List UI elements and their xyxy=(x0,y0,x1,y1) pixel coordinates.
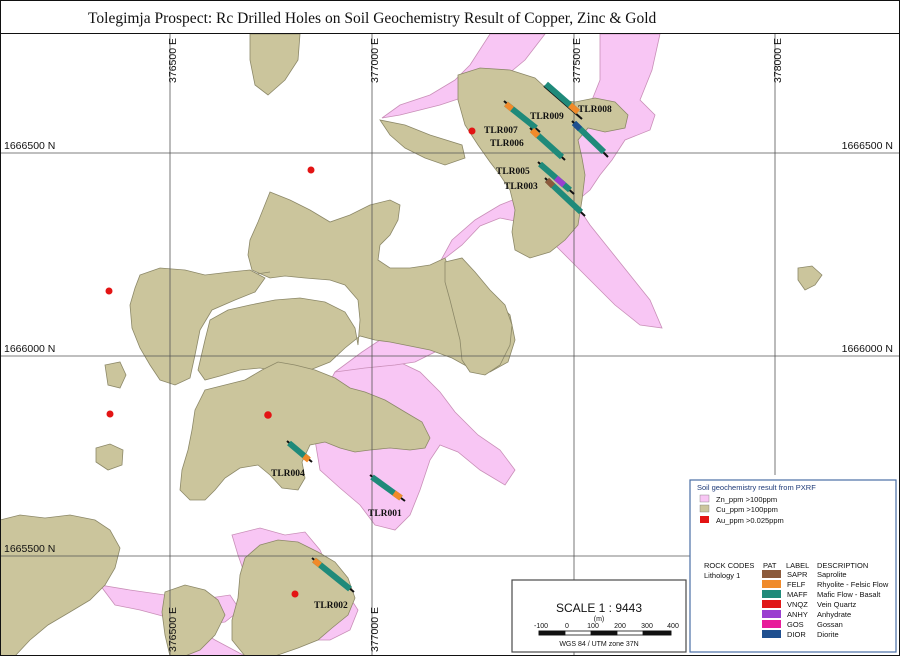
legend: Soil geochemistry result from PXRF Zn_pp… xyxy=(689,479,897,653)
label-tlr001: TLR001 xyxy=(368,509,402,519)
rock-label-anhy: ANHY xyxy=(787,610,808,619)
scale-tick: 300 xyxy=(641,623,653,630)
title-bar xyxy=(0,0,900,34)
drill-hole-tlr008 xyxy=(543,81,583,120)
scale-bar xyxy=(538,630,672,636)
rock-label-felf: FELF xyxy=(787,580,806,589)
rock-codes-col-label: LABEL xyxy=(786,561,809,570)
drill-hole-tlr002 xyxy=(311,557,355,593)
drill-hole-tlr004 xyxy=(286,440,313,463)
rock-desc-sapr: Saprolite xyxy=(817,570,847,579)
rock-label-vnqz: VNQZ xyxy=(787,600,808,609)
scale-tick: 0 xyxy=(565,623,569,630)
rock-swatch-maff xyxy=(762,590,781,598)
drill-hole-traces xyxy=(286,81,609,593)
label-tlr004: TLR004 xyxy=(271,469,305,479)
rock-swatch-vnqz xyxy=(762,600,781,608)
drill-hole-tlr009 xyxy=(571,120,609,158)
legend-title: Soil geochemistry result from PXRF xyxy=(697,483,816,492)
rock-label-dior: DIOR xyxy=(787,630,806,639)
label-tlr007: TLR007 xyxy=(484,126,518,136)
rock-desc-anhy: Anhydrate xyxy=(817,610,851,619)
scale-tick: 100 xyxy=(587,623,599,630)
scale-tick: 400 xyxy=(667,623,679,630)
northing-left-1666500: 1666500 N xyxy=(4,140,55,152)
northing-right-1666500: 1666500 N xyxy=(842,140,893,152)
rock-codes-col-pat: PAT xyxy=(763,561,777,570)
label-tlr006: TLR006 xyxy=(490,139,524,149)
drill-hole-tlr005 xyxy=(537,161,575,195)
rock-codes-col-desc: DESCRIPTION xyxy=(817,561,868,570)
rock-desc-maff: Mafic Flow - Basalt xyxy=(817,590,881,599)
legend-label-cu: Cu_ppm >100ppm xyxy=(716,505,778,514)
rock-swatch-gos xyxy=(762,620,781,628)
scale-box: SCALE 1 : 9443 (m) -100 0 100 200 300 40… xyxy=(511,579,687,653)
rock-swatch-anhy xyxy=(762,610,781,618)
scale-unit: (m) xyxy=(594,616,605,623)
legend-swatch-zn xyxy=(699,494,710,503)
easting-top-377000: 377000 E xyxy=(369,38,381,83)
legend-label-zn: Zn_ppm >100ppm xyxy=(716,495,777,504)
legend-label-au: Au_ppm >0.025ppm xyxy=(716,516,784,525)
rock-desc-felf: Rhyolite - Felsic Flow xyxy=(817,580,889,589)
easting-top-376500: 376500 E xyxy=(167,38,179,83)
easting-bottom-376500: 376500 E xyxy=(167,607,179,652)
label-tlr009: TLR009 xyxy=(530,112,564,122)
drill-hole-tlr006 xyxy=(529,127,566,161)
scale-tick: 200 xyxy=(614,623,626,630)
rock-codes-group: Lithology 1 xyxy=(704,571,740,580)
rock-desc-dior: Diorite xyxy=(817,630,839,639)
label-tlr002: TLR002 xyxy=(314,601,348,611)
label-tlr003: TLR003 xyxy=(504,182,538,192)
drill-hole-tlr007 xyxy=(503,100,541,133)
rock-codes-heading: ROCK CODES xyxy=(704,561,754,570)
northing-left-1665500: 1665500 N xyxy=(4,543,55,555)
rock-swatch-felf xyxy=(762,580,781,588)
easting-bottom-377000: 377000 E xyxy=(369,607,381,652)
rock-label-maff: MAFF xyxy=(787,590,808,599)
easting-labels: 376500 E 377000 E 377500 E 378000 E 3765… xyxy=(167,38,784,652)
scale-label: SCALE 1 : 9443 xyxy=(556,601,642,615)
northing-left-1666000: 1666000 N xyxy=(4,343,55,355)
easting-top-378000: 378000 E xyxy=(772,38,784,83)
easting-top-377500: 377500 E xyxy=(571,38,583,83)
legend-swatch-au xyxy=(700,516,709,523)
scale-tick: -100 xyxy=(534,623,548,630)
rock-label-sapr: SAPR xyxy=(787,570,808,579)
scale-datum: WGS 84 / UTM zone 37N xyxy=(559,641,638,648)
legend-swatch-cu xyxy=(699,504,710,513)
northing-right-1666000: 1666000 N xyxy=(842,343,893,355)
map-title: Tolegimja Prospect: Rc Drilled Holes on … xyxy=(88,10,657,27)
rock-swatch-sapr xyxy=(762,570,781,578)
label-tlr008: TLR008 xyxy=(578,105,612,115)
au-anomaly-points xyxy=(105,127,476,598)
drill-hole-tlr003 xyxy=(544,177,586,217)
coordinate-grid xyxy=(0,34,900,656)
drill-hole-labels: TLR008 TLR009 TLR007 TLR006 TLR005 TLR00… xyxy=(271,105,612,611)
cu-anomaly-zones xyxy=(0,33,823,656)
label-tlr005: TLR005 xyxy=(496,167,530,177)
drill-hole-tlr001 xyxy=(369,474,406,502)
rock-label-gos: GOS xyxy=(787,620,804,629)
rock-desc-gos: Gossan xyxy=(817,620,843,629)
rock-desc-vnqz: Vein Quartz xyxy=(817,600,856,609)
northing-labels: 1666500 N 1666500 N 1666000 N 1666000 N … xyxy=(4,140,893,555)
rock-swatch-dior xyxy=(762,630,781,638)
